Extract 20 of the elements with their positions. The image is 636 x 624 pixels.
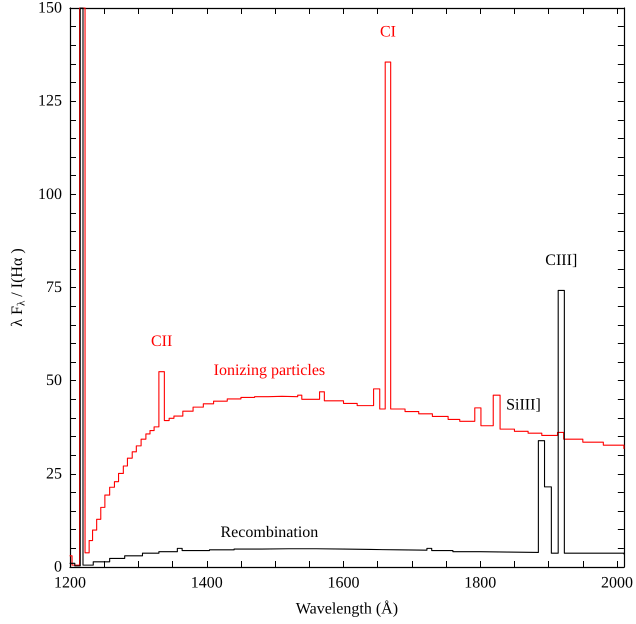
annotation: CI <box>380 24 396 41</box>
x-axis-title: Wavelength (Å) <box>296 600 398 618</box>
y-tick-label: 25 <box>46 465 62 482</box>
y-tick-label: 0 <box>54 558 62 576</box>
x-tick-label: 1800 <box>464 574 496 592</box>
annotation: CII <box>150 333 172 350</box>
y-tick-label: 100 <box>38 186 62 203</box>
y-axis-title: λ Fλ / I(Hα ) <box>9 248 28 327</box>
x-tick-label: 1600 <box>328 574 360 592</box>
annotation: CIII] <box>545 252 578 269</box>
x-tick-label: 2000 <box>601 574 633 592</box>
y-tick-label: 50 <box>46 372 62 390</box>
x-tick-label: 1400 <box>190 574 223 592</box>
y-tick-label: 125 <box>38 92 62 110</box>
y-tick-label: 150 <box>38 0 62 16</box>
y-tick-label: 75 <box>46 279 62 296</box>
x-tick-label: 1200 <box>54 574 86 592</box>
series-label: Recombination <box>220 524 318 542</box>
series-label: Ionizing particles <box>214 362 326 379</box>
annotation: SiIII] <box>506 396 541 414</box>
